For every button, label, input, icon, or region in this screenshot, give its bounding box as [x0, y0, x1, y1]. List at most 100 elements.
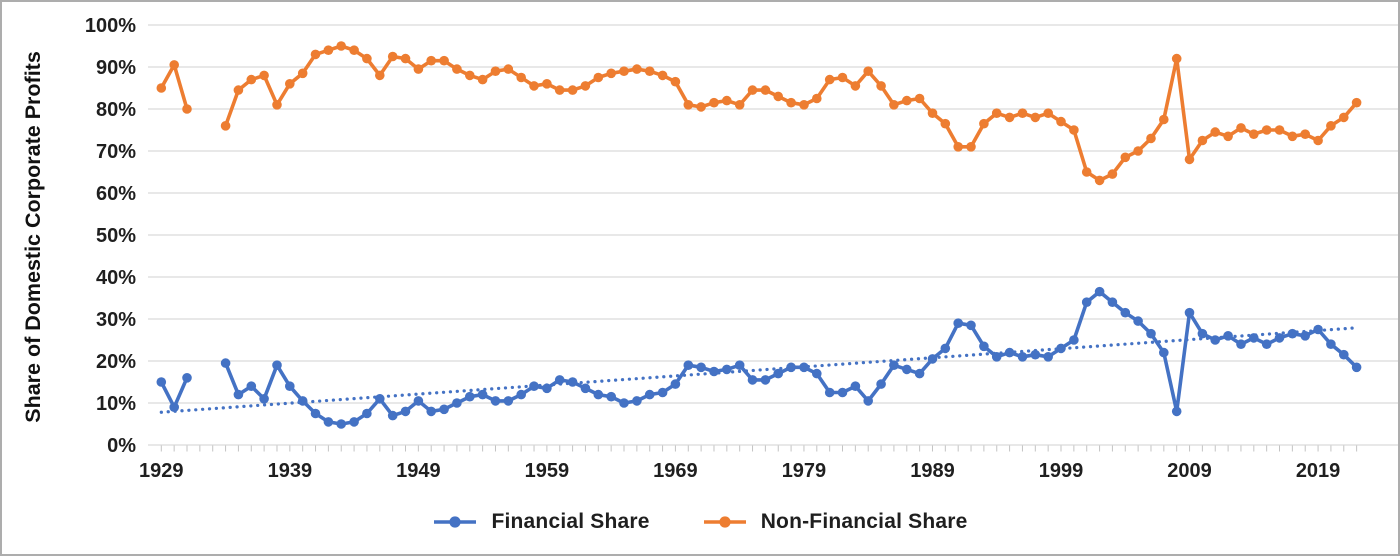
- data-point-non-financial-share: [542, 79, 552, 89]
- data-point-non-financial-share: [979, 118, 989, 129]
- data-point-non-financial-share: [400, 53, 411, 64]
- legend-item-non-financial-share[interactable]: Non-Financial Share: [702, 510, 968, 534]
- data-point-financial-share: [233, 389, 244, 400]
- data-point-financial-share: [593, 389, 604, 400]
- data-point-non-financial-share: [1043, 108, 1053, 118]
- data-point-financial-share: [786, 362, 796, 373]
- data-point-non-financial-share: [889, 100, 899, 110]
- y-tick-label: 0%: [107, 435, 136, 457]
- financial-trendline: [159, 326, 1359, 414]
- data-point-financial-share: [1197, 328, 1208, 339]
- data-point-non-financial-share: [285, 79, 295, 89]
- x-tick-label: 2009: [1167, 460, 1212, 482]
- data-point-non-financial-share: [1120, 152, 1131, 163]
- data-point-financial-share: [297, 396, 308, 406]
- data-point-non-financial-share: [503, 64, 514, 74]
- legend-label-non-financial-share: Non-Financial Share: [760, 510, 968, 533]
- data-point-non-financial-share: [670, 76, 681, 87]
- data-point-non-financial-share: [375, 70, 385, 81]
- data-point-non-financial-share: [850, 81, 861, 91]
- data-point-financial-share: [375, 394, 385, 404]
- data-point-non-financial-share: [220, 121, 231, 131]
- data-point-financial-share: [400, 406, 411, 417]
- data-point-non-financial-share: [1094, 175, 1105, 186]
- y-tick-label: 70%: [96, 141, 136, 163]
- data-point-non-financial-share: [233, 85, 244, 95]
- data-point-non-financial-share: [387, 51, 398, 62]
- data-point-non-financial-share: [760, 85, 771, 95]
- data-point-financial-share: [966, 320, 976, 331]
- data-point-non-financial-share: [349, 45, 359, 55]
- data-point-non-financial-share: [1326, 121, 1336, 131]
- data-point-financial-share: [169, 402, 179, 413]
- data-point-non-financial-share: [1249, 129, 1259, 139]
- y-tick-label: 50%: [96, 225, 136, 247]
- financial-series-marker-icon: [434, 516, 477, 528]
- legend-label-financial-share: Financial Share: [491, 510, 650, 533]
- data-point-non-financial-share: [1017, 108, 1028, 118]
- data-point-non-financial-share: [554, 85, 565, 95]
- data-point-non-financial-share: [606, 68, 616, 79]
- legend-item-financial-share[interactable]: Financial Share: [432, 510, 649, 534]
- data-point-non-financial-share: [1171, 53, 1182, 64]
- data-point-financial-share: [220, 358, 231, 368]
- data-point-non-financial-share: [657, 70, 668, 81]
- data-point-non-financial-share: [567, 85, 578, 95]
- data-point-non-financial-share: [734, 100, 745, 110]
- data-point-non-financial-share: [1236, 123, 1246, 133]
- data-point-non-financial-share: [1287, 131, 1298, 142]
- data-point-financial-share: [670, 379, 681, 389]
- data-point-non-financial-share: [1261, 125, 1272, 135]
- data-point-non-financial-share: [452, 64, 462, 74]
- data-point-financial-share: [773, 368, 783, 379]
- data-point-non-financial-share: [1133, 146, 1143, 156]
- data-point-financial-share: [503, 396, 514, 406]
- data-point-financial-share: [439, 404, 449, 415]
- data-point-financial-share: [542, 383, 552, 394]
- data-point-non-financial-share: [1210, 127, 1220, 137]
- data-point-non-financial-share: [1351, 97, 1362, 108]
- data-point-financial-share: [1313, 324, 1323, 335]
- data-point-financial-share: [812, 368, 822, 379]
- data-point-financial-share: [1120, 307, 1131, 318]
- data-point-financial-share: [863, 396, 873, 406]
- data-point-financial-share: [1081, 297, 1092, 308]
- data-point-financial-share: [1223, 331, 1233, 341]
- data-point-non-financial-share: [991, 108, 1002, 118]
- data-point-financial-share: [1056, 343, 1066, 354]
- data-point-financial-share: [1159, 347, 1169, 358]
- series-line-financial-share: [159, 289, 1359, 426]
- data-point-non-financial-share: [966, 142, 976, 152]
- data-point-financial-share: [490, 396, 501, 406]
- data-point-non-financial-share: [1313, 135, 1323, 146]
- data-point-non-financial-share: [619, 66, 629, 76]
- x-tick-label: 1999: [1039, 460, 1084, 482]
- data-point-financial-share: [876, 379, 886, 389]
- data-point-non-financial-share: [182, 104, 192, 114]
- x-tick-label: 1989: [910, 460, 955, 482]
- data-point-financial-share: [696, 362, 706, 373]
- data-point-financial-share: [1043, 352, 1053, 362]
- data-point-financial-share: [1004, 347, 1015, 358]
- data-point-non-financial-share: [1030, 112, 1041, 123]
- data-point-non-financial-share: [747, 85, 758, 95]
- data-point-financial-share: [850, 381, 861, 392]
- data-point-non-financial-share: [593, 72, 604, 83]
- data-point-non-financial-share: [246, 74, 257, 85]
- data-point-financial-share: [465, 391, 475, 402]
- data-point-financial-share: [1236, 339, 1246, 350]
- data-point-non-financial-share: [259, 70, 269, 81]
- data-point-non-financial-share: [336, 41, 347, 51]
- data-point-financial-share: [1287, 328, 1298, 339]
- data-point-financial-share: [182, 373, 192, 383]
- data-point-financial-share: [824, 387, 835, 398]
- data-point-financial-share: [285, 381, 295, 392]
- data-point-non-financial-share: [709, 97, 719, 108]
- y-tick-label: 30%: [96, 309, 136, 331]
- x-tick-label: 1959: [525, 460, 570, 482]
- data-point-non-financial-share: [683, 100, 694, 110]
- data-point-non-financial-share: [362, 53, 372, 64]
- data-point-non-financial-share: [1004, 112, 1015, 123]
- data-point-financial-share: [259, 394, 269, 404]
